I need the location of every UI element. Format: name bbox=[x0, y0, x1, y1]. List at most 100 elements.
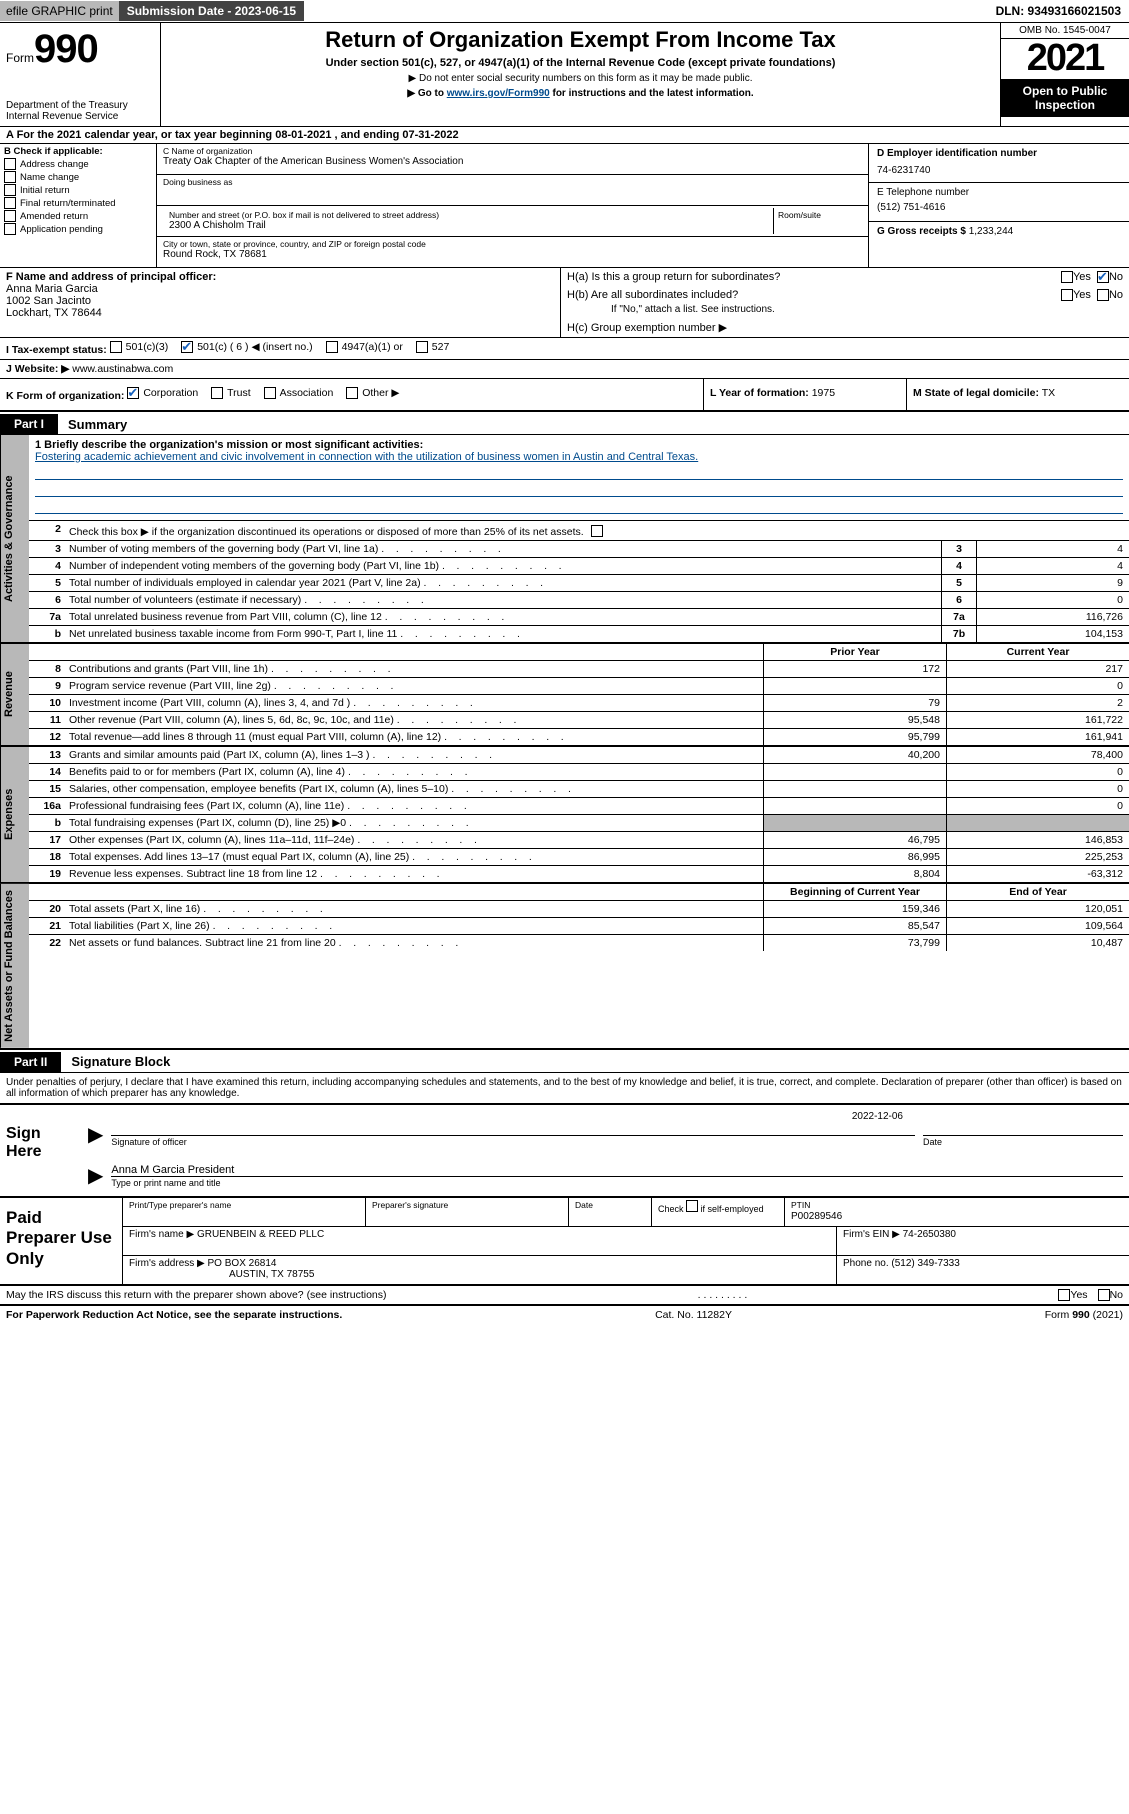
chk-application-pending[interactable] bbox=[4, 223, 16, 235]
chk-other[interactable] bbox=[346, 387, 358, 399]
h-a-label: H(a) Is this a group return for subordin… bbox=[567, 271, 1061, 283]
line-text: Total revenue—add lines 8 through 11 (mu… bbox=[65, 729, 763, 745]
row-j: J Website: ▶ www.austinabwa.com bbox=[0, 360, 1129, 379]
line-num: b bbox=[29, 815, 65, 831]
chk-corp[interactable] bbox=[127, 387, 139, 399]
line-num: 6 bbox=[29, 592, 65, 608]
gov-row-4: 4Number of independent voting members of… bbox=[29, 558, 1129, 575]
open-public-2: Inspection bbox=[1035, 98, 1095, 112]
chk-discuss-no[interactable] bbox=[1098, 1289, 1110, 1301]
chk-ha-no[interactable] bbox=[1097, 271, 1109, 283]
lbl-initial-return: Initial return bbox=[20, 185, 70, 196]
line-text: Total unrelated business revenue from Pa… bbox=[65, 609, 941, 625]
sig-officer-field[interactable]: Signature of officer bbox=[111, 1135, 915, 1147]
line-num: 17 bbox=[29, 832, 65, 848]
note-ssn: ▶ Do not enter social security numbers o… bbox=[167, 73, 994, 84]
chk-amended-return[interactable] bbox=[4, 210, 16, 222]
efile-print-label[interactable]: efile GRAPHIC print bbox=[0, 1, 119, 21]
exp-row-13: 13Grants and similar amounts paid (Part … bbox=[29, 747, 1129, 764]
chk-501c[interactable] bbox=[181, 341, 193, 353]
net-hdr-text bbox=[65, 884, 763, 900]
line-1: 1 Briefly describe the organization's mi… bbox=[29, 435, 1129, 520]
tax-exempt-label: I Tax-exempt status: bbox=[6, 344, 107, 356]
prior-value: 95,799 bbox=[763, 729, 946, 745]
gov-row-7a: 7aTotal unrelated business revenue from … bbox=[29, 609, 1129, 626]
domicile-label: M State of legal domicile: bbox=[913, 387, 1039, 399]
line-num: 3 bbox=[29, 541, 65, 557]
line-num: 4 bbox=[29, 558, 65, 574]
chk-self-employed[interactable] bbox=[686, 1200, 698, 1212]
lbl-hb-yes: Yes bbox=[1073, 289, 1091, 301]
lbl-ha-no: No bbox=[1109, 271, 1123, 283]
chk-501c3[interactable] bbox=[110, 341, 122, 353]
line-ref: 5 bbox=[941, 575, 976, 591]
lbl-501c: 501(c) ( 6 ) ◀ (insert no.) bbox=[197, 341, 312, 353]
chk-hb-no[interactable] bbox=[1097, 289, 1109, 301]
form-number: 990 bbox=[34, 27, 98, 72]
chk-address-change[interactable] bbox=[4, 158, 16, 170]
line-text: Other revenue (Part VIII, column (A), li… bbox=[65, 712, 763, 728]
officer-name-title: Anna M Garcia President bbox=[111, 1164, 1123, 1176]
main-title: Return of Organization Exempt From Incom… bbox=[167, 27, 994, 53]
sign-here-label: Sign Here bbox=[0, 1105, 82, 1196]
chk-hb-yes[interactable] bbox=[1061, 289, 1073, 301]
rev-row-11: 11Other revenue (Part VIII, column (A), … bbox=[29, 712, 1129, 729]
exp-row-b: bTotal fundraising expenses (Part IX, co… bbox=[29, 815, 1129, 832]
submission-date: Submission Date - 2023-06-15 bbox=[119, 1, 304, 21]
line-text: Grants and similar amounts paid (Part IX… bbox=[65, 747, 763, 763]
current-value: 2 bbox=[946, 695, 1129, 711]
line-num: 9 bbox=[29, 678, 65, 694]
firm-addr1: PO BOX 26814 bbox=[208, 1258, 277, 1269]
lbl-501c3: 501(c)(3) bbox=[126, 341, 169, 353]
street-address: 2300 A Chisholm Trail bbox=[169, 220, 767, 231]
chk-discuss-yes[interactable] bbox=[1058, 1289, 1070, 1301]
chk-discontinued[interactable] bbox=[591, 525, 603, 537]
chk-name-change[interactable] bbox=[4, 171, 16, 183]
line-text: Net assets or fund balances. Subtract li… bbox=[65, 935, 763, 951]
box-f: F Name and address of principal officer:… bbox=[0, 268, 561, 337]
firm-addr2: AUSTIN, TX 78755 bbox=[129, 1269, 314, 1280]
mission-line-3 bbox=[35, 482, 1123, 497]
lbl-ha-yes: Yes bbox=[1073, 271, 1091, 283]
chk-assoc[interactable] bbox=[264, 387, 276, 399]
note-link-pre: ▶ Go to bbox=[407, 88, 446, 99]
city-state-zip: Round Rock, TX 78681 bbox=[163, 249, 862, 260]
prior-value: 172 bbox=[763, 661, 946, 677]
row-k-l-m: K Form of organization: Corporation Trus… bbox=[0, 379, 1129, 412]
addr-label: Number and street (or P.O. box if mail i… bbox=[169, 210, 767, 220]
chk-final-return[interactable] bbox=[4, 197, 16, 209]
phone-value: (512) 751-4616 bbox=[877, 198, 1121, 213]
chk-ha-yes[interactable] bbox=[1061, 271, 1073, 283]
org-name: Treaty Oak Chapter of the American Busin… bbox=[163, 156, 862, 167]
chk-527[interactable] bbox=[416, 341, 428, 353]
chk-initial-return[interactable] bbox=[4, 184, 16, 196]
line-ref: 3 bbox=[941, 541, 976, 557]
prior-value: 95,548 bbox=[763, 712, 946, 728]
lbl-address-change: Address change bbox=[20, 159, 89, 170]
line-value: 0 bbox=[976, 592, 1129, 608]
section-net-assets: Net Assets or Fund Balances Beginning of… bbox=[0, 884, 1129, 1050]
line-num: 22 bbox=[29, 935, 65, 951]
line-text: Other expenses (Part IX, column (A), lin… bbox=[65, 832, 763, 848]
section-revenue: Revenue Prior Year Current Year 8Contrib… bbox=[0, 644, 1129, 747]
lbl-application-pending: Application pending bbox=[20, 224, 103, 235]
chk-4947[interactable] bbox=[326, 341, 338, 353]
tax-year: 2021 bbox=[1001, 39, 1129, 80]
website-value: www.austinabwa.com bbox=[72, 363, 173, 375]
tax-period-row: A For the 2021 calendar year, or tax yea… bbox=[0, 127, 1129, 143]
net-row-22: 22Net assets or fund balances. Subtract … bbox=[29, 935, 1129, 951]
chk-trust[interactable] bbox=[211, 387, 223, 399]
part-2-tab: Part II bbox=[0, 1052, 61, 1072]
website-label: J Website: ▶ bbox=[6, 363, 69, 375]
paid-preparer-label: Paid Preparer Use Only bbox=[0, 1198, 122, 1284]
prior-value: 86,995 bbox=[763, 849, 946, 865]
rev-hdr-text bbox=[65, 644, 763, 660]
irs-link[interactable]: www.irs.gov/Form990 bbox=[447, 88, 550, 99]
line-text: Contributions and grants (Part VIII, lin… bbox=[65, 661, 763, 677]
gov-row-3: 3Number of voting members of the governi… bbox=[29, 541, 1129, 558]
rev-row-9: 9Program service revenue (Part VIII, lin… bbox=[29, 678, 1129, 695]
line-ref: 4 bbox=[941, 558, 976, 574]
domicile-value: TX bbox=[1042, 387, 1055, 399]
vtab-governance: Activities & Governance bbox=[0, 435, 29, 642]
exp-row-19: 19Revenue less expenses. Subtract line 1… bbox=[29, 866, 1129, 882]
